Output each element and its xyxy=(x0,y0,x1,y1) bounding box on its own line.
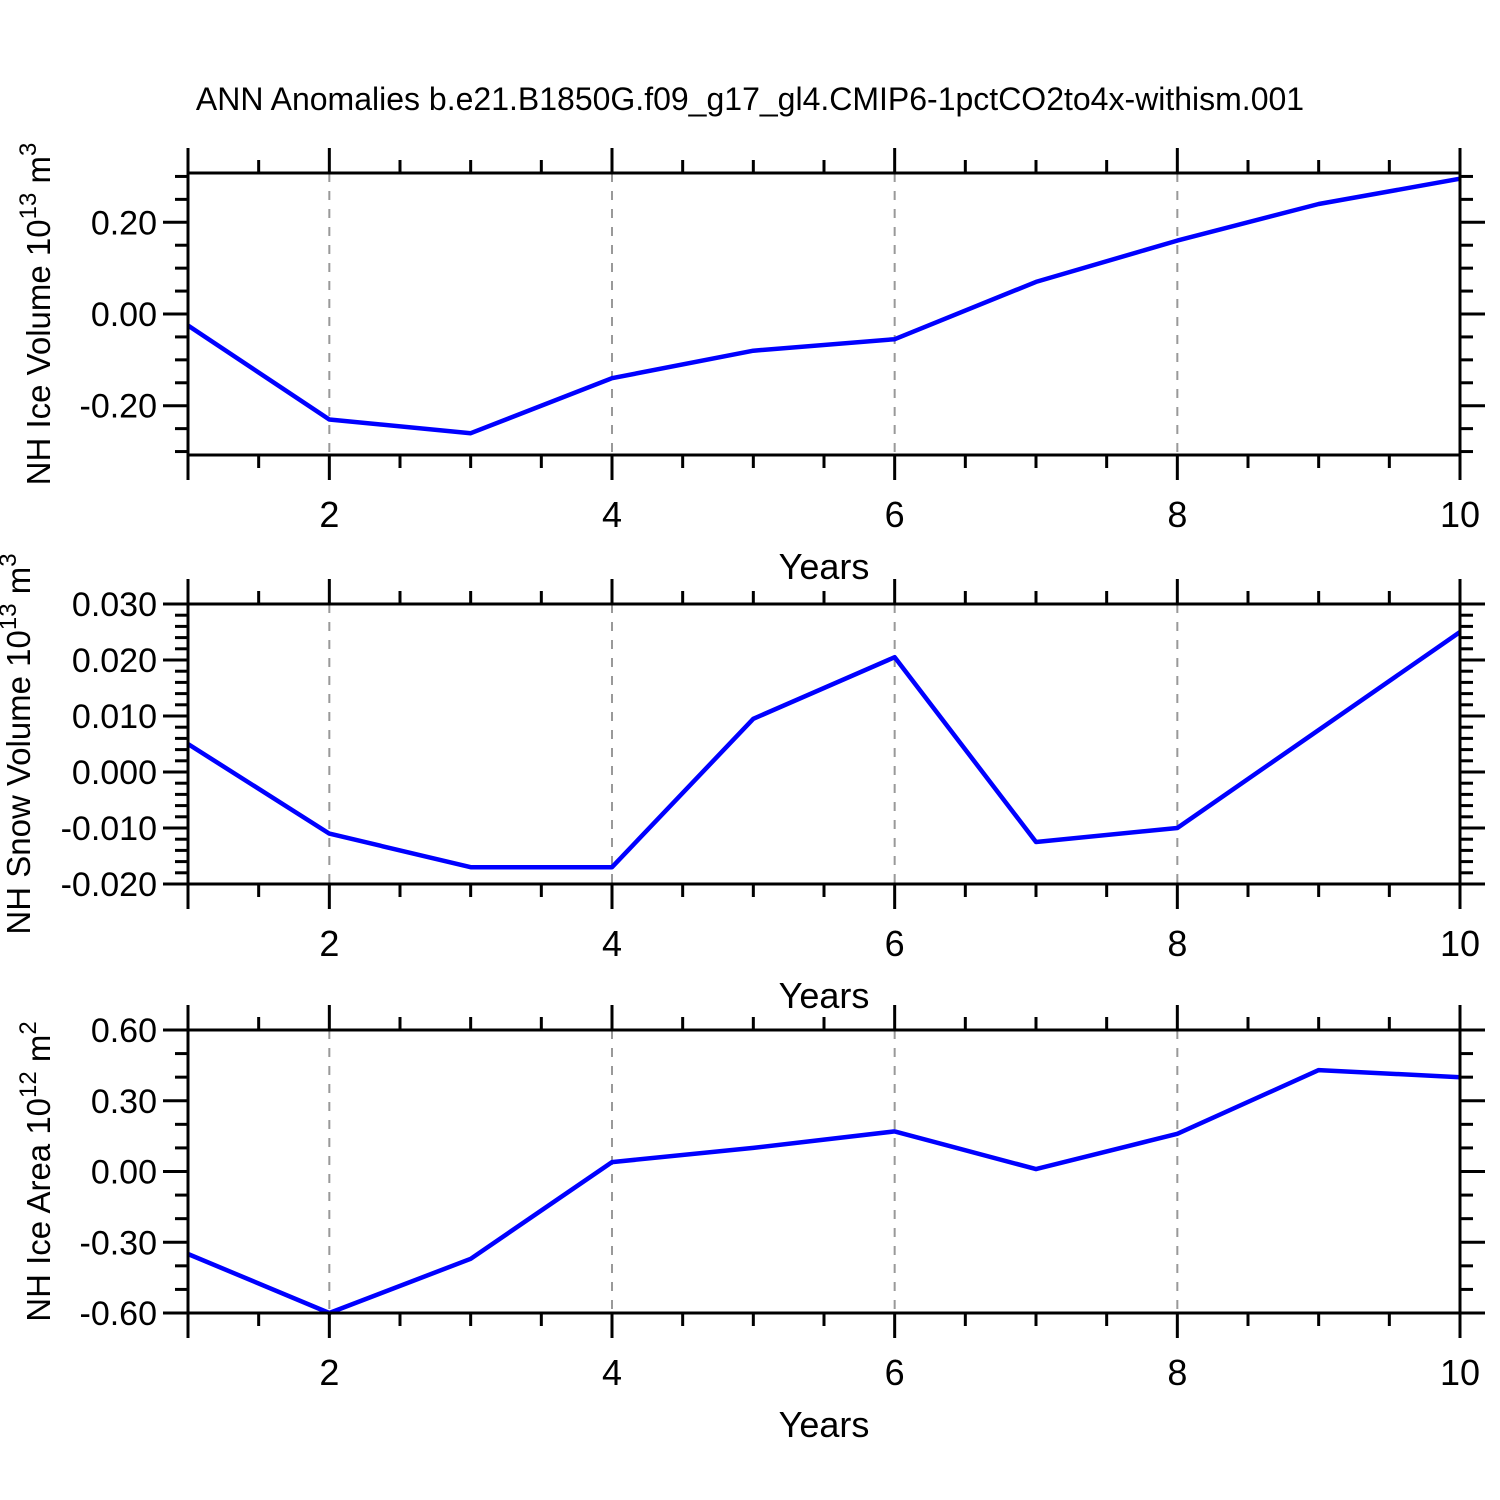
charts-group: 0.20 0.00 -0.20 2 4 6 8 10 Years NH Ice Volume 10… xyxy=(0,143,1485,1445)
axis-frame xyxy=(186,602,1462,886)
x-tick-label: 2 xyxy=(319,1352,339,1393)
x-tick-label: 8 xyxy=(1167,494,1187,535)
chart-nh-ice-area: 0.60 0.30 0.00 -0.30 -0.60 2 4 6 8 10 Years NH Ice … xyxy=(15,1005,1485,1445)
axis-frame xyxy=(186,1028,1462,1315)
y-axis-title: NH Ice Area 1012 m2 xyxy=(15,1021,57,1322)
y-tick-label: -0.30 xyxy=(80,1224,158,1262)
x-tick-label: 6 xyxy=(885,494,905,535)
y-tick-label: 0.00 xyxy=(91,296,157,334)
y-tick-label: -0.60 xyxy=(80,1295,158,1333)
x-tick-label: 6 xyxy=(885,923,905,964)
x-tick-label: 8 xyxy=(1167,923,1187,964)
x-tick-label: 10 xyxy=(1440,494,1480,535)
x-axis-title: Years xyxy=(779,546,870,587)
series-line xyxy=(186,630,1462,870)
x-tick-label: 10 xyxy=(1440,1352,1480,1393)
y-tick-label: 0.00 xyxy=(91,1154,157,1192)
y-tick-label: 0.20 xyxy=(91,204,157,242)
x-tick-label: 6 xyxy=(885,1352,905,1393)
chart-nh-ice-volume: 0.20 0.00 -0.20 2 4 6 8 10 Years NH Ice Volume 10… xyxy=(15,143,1485,587)
x-tick-label: 10 xyxy=(1440,923,1480,964)
x-tick-label: 2 xyxy=(319,494,339,535)
y-axis-title: NH Snow Volume 1013 m3 xyxy=(0,553,37,934)
x-tick-label: 4 xyxy=(602,494,622,535)
series-line xyxy=(186,176,1461,436)
y-tick-label: 0.010 xyxy=(72,698,157,736)
y-tick-label: 0.020 xyxy=(72,642,157,680)
x-axis-title: Years xyxy=(779,1404,870,1445)
x-tick-label: 4 xyxy=(602,1352,622,1393)
y-tick-label: 0.000 xyxy=(72,754,157,792)
y-tick-label: -0.20 xyxy=(80,388,158,426)
x-tick-label: 8 xyxy=(1167,1352,1187,1393)
x-axis-title: Years xyxy=(779,975,870,1016)
chart-nh-snow-volume: 0.030 0.020 0.010 0.000 -0.010 -0.020 2 4 6 8 10 Ye… xyxy=(0,553,1485,1016)
figure-title: ANN Anomalies b.e21.B1850G.f09_g17_gl4.C… xyxy=(196,81,1304,117)
x-tick-label: 2 xyxy=(319,923,339,964)
y-axis-title: NH Ice Volume 1013 m3 xyxy=(15,143,57,486)
y-tick-label: 0.030 xyxy=(72,586,157,624)
y-tick-label: 0.30 xyxy=(91,1083,157,1121)
y-tick-label: -0.010 xyxy=(61,810,157,848)
x-tick-label: 4 xyxy=(602,923,622,964)
y-tick-label: -0.020 xyxy=(61,866,157,904)
y-tick-label: 0.60 xyxy=(91,1012,157,1050)
series-line xyxy=(187,1067,1461,1316)
